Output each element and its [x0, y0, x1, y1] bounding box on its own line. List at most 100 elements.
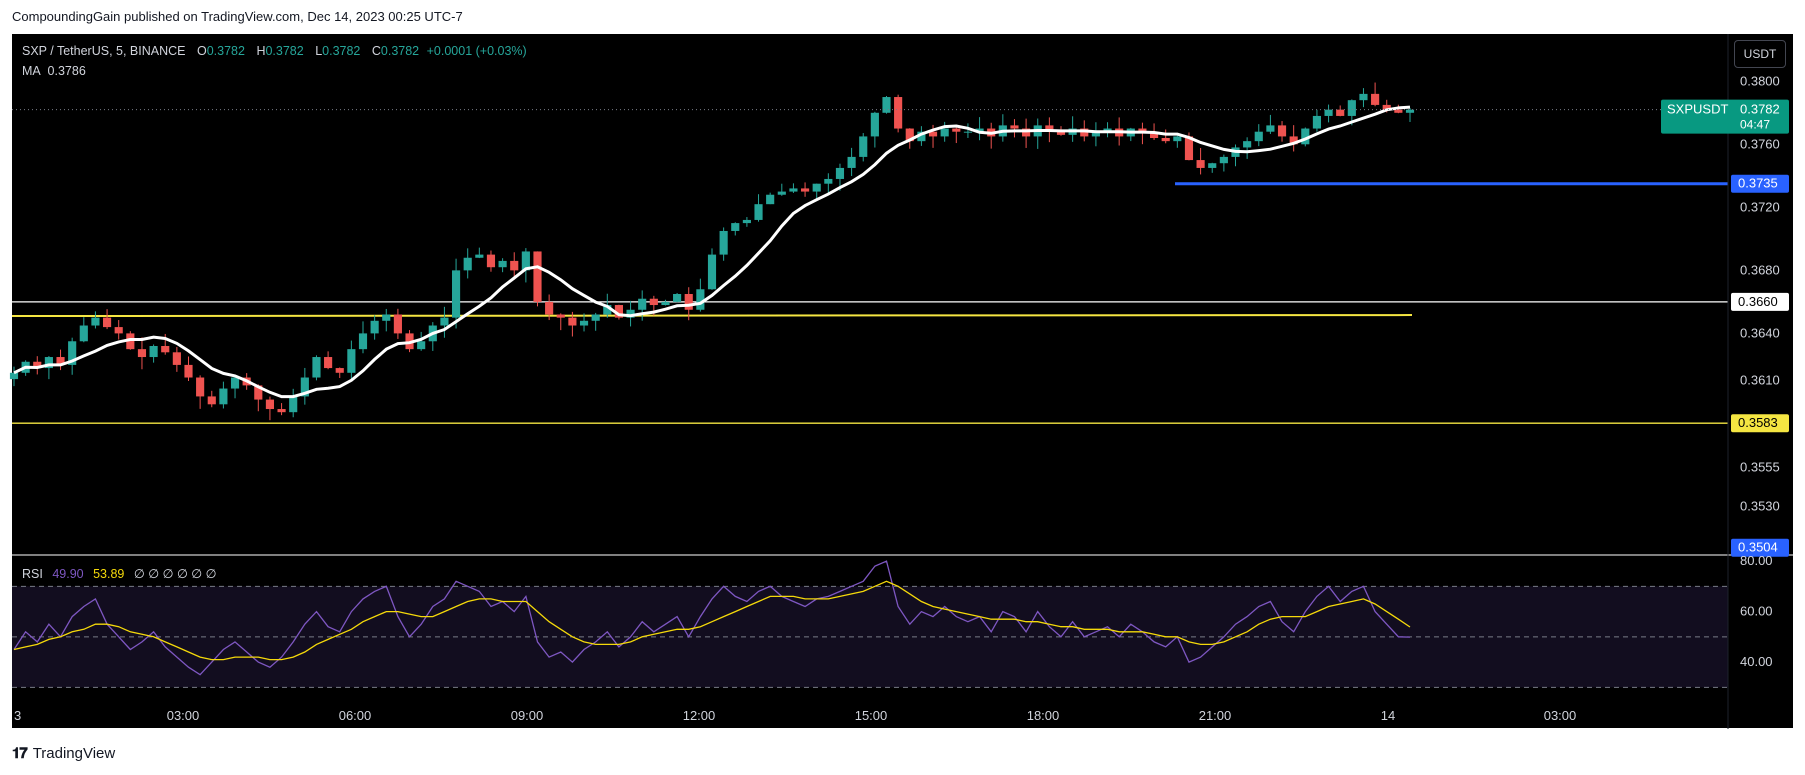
close-label: C [371, 44, 381, 58]
candle-body [91, 317, 100, 326]
candle-body [1022, 128, 1031, 137]
candle-body [149, 346, 158, 358]
candle-body [661, 301, 670, 306]
candle-body [451, 270, 461, 318]
candle-body [789, 188, 798, 192]
candle-body [591, 314, 600, 321]
ma-legend[interactable]: MA 0.3786 [22, 64, 86, 78]
candle-body [324, 357, 333, 369]
candle-body [1394, 109, 1403, 113]
candle-body [393, 314, 402, 334]
candle-body [1243, 141, 1252, 148]
candle-body [894, 97, 903, 129]
candle-body [417, 341, 426, 350]
candle-body [102, 317, 112, 328]
footer: 𝟏𝟕 TradingView [12, 745, 115, 762]
candle-body [766, 194, 775, 205]
low-label: L [315, 44, 323, 58]
price-tick-label: 0.3555 [1740, 459, 1780, 474]
symbol-name[interactable]: SXP / TetherUS, 5, BINANCE [22, 44, 186, 58]
rsi-legend[interactable]: RSI 49.90 53.89 ∅ ∅ ∅ ∅ ∅ ∅ [22, 566, 217, 581]
candle-body [1312, 115, 1322, 129]
price-tick-label: 0.3760 [1740, 136, 1780, 151]
candle-body [1359, 93, 1368, 101]
candle-body [184, 364, 193, 378]
candle-body [1149, 131, 1159, 138]
candle-body [219, 388, 228, 405]
candle-body [1254, 131, 1263, 142]
rsi-empty-values: ∅ ∅ ∅ ∅ ∅ ∅ [133, 567, 217, 581]
candle-body [638, 298, 647, 310]
rsi-ma-value: 53.89 [93, 567, 125, 581]
candle-body [719, 230, 728, 255]
candle-body [626, 309, 635, 318]
resistance-white-tag-label: 0.3660 [1738, 294, 1778, 309]
candle-body [812, 183, 821, 192]
candle-body [265, 399, 275, 410]
time-tick-label: 03:00 [1544, 708, 1577, 723]
candle-body [975, 128, 984, 132]
currency-button[interactable]: USDT [1734, 40, 1786, 68]
candle-body [673, 294, 682, 302]
candle-body [1301, 128, 1310, 145]
candle-body [870, 112, 879, 137]
candle-body [277, 409, 286, 413]
footer-brand[interactable]: TradingView [32, 745, 116, 762]
candle-body [254, 385, 263, 400]
candle-body [172, 352, 181, 365]
candle-body [44, 357, 53, 369]
rsi-tick-label: 80.00 [1740, 553, 1773, 568]
candle-body [859, 136, 868, 157]
price-tick-label: 0.3680 [1740, 262, 1780, 277]
time-tick-label: 14 [1381, 708, 1395, 723]
candle-body [579, 320, 589, 326]
candle-body [614, 305, 624, 318]
candle-body [68, 341, 77, 365]
blue-level-tag-label: 0.3735 [1738, 176, 1778, 191]
candle-body [742, 219, 751, 224]
candle-body [498, 260, 507, 268]
low-blue-tag-label: 0.3504 [1738, 540, 1778, 555]
time-tick-label: 21:00 [1199, 708, 1232, 723]
candle-body [510, 260, 519, 271]
candle-body [358, 333, 368, 350]
candle-body [1045, 125, 1054, 132]
rsi-tick-label: 60.00 [1740, 604, 1773, 619]
candle-body [824, 178, 833, 184]
candle-body [9, 372, 19, 380]
candle-body [33, 361, 42, 369]
candle-body [230, 377, 240, 389]
change-value: +0.0001 (+0.03%) [426, 44, 527, 58]
candle-body [847, 156, 856, 168]
high-label: H [256, 44, 266, 58]
candle-body [1219, 156, 1228, 164]
candle-body [1405, 109, 1415, 113]
last-price-tag [1661, 99, 1789, 134]
tradingview-logo-icon: 𝟏𝟕 [12, 745, 28, 762]
candle-body [196, 377, 205, 397]
candle-body [707, 254, 717, 290]
candle-body [905, 128, 914, 142]
candle-body [684, 294, 693, 310]
candle-body [137, 349, 147, 358]
symbol-legend: SXP / TetherUS, 5, BINANCE O0.3782 H0.37… [22, 44, 527, 58]
support-yellow-tag [1731, 414, 1789, 433]
candle-body [1056, 131, 1066, 135]
candle-body [1138, 128, 1147, 132]
candle-body [347, 349, 356, 373]
candle-body [533, 251, 542, 302]
candle-body [475, 254, 484, 258]
candle-body [952, 128, 961, 132]
blue-level-tag [1731, 174, 1789, 193]
low-blue-tag [1731, 538, 1789, 557]
price-tick-label: 0.3720 [1740, 199, 1780, 214]
candle-body [800, 188, 810, 192]
candle-body [731, 223, 740, 231]
yellow-level-line [11, 314, 1413, 318]
candle-body [312, 357, 321, 378]
ma-label: MA [22, 64, 41, 78]
candle-body [1266, 125, 1275, 132]
close-value: 0.3782 [380, 44, 420, 58]
candle-body [696, 289, 705, 310]
